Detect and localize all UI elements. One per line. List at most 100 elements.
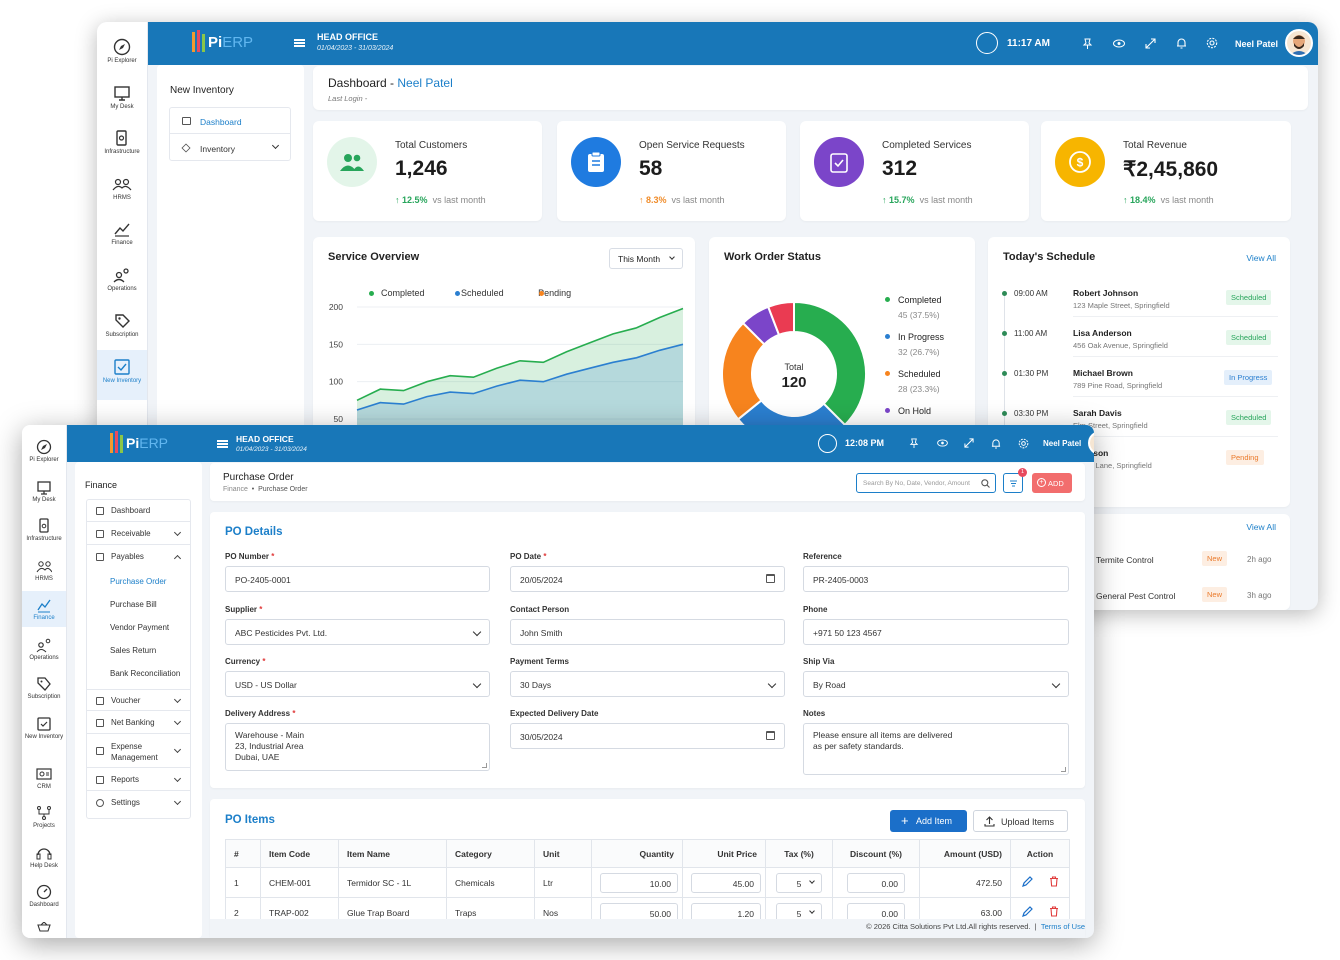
rail-compass[interactable]: Pi Explorer [22, 439, 66, 464]
quantity-input[interactable]: 10.00 [600, 872, 678, 893]
rail-hrms[interactable]: HRMS [97, 175, 147, 202]
recent-item-name[interactable]: Termite Control [1096, 555, 1154, 565]
rail-projects[interactable]: Projects [22, 805, 66, 830]
submenu-purchase-order[interactable]: Purchase Order [110, 577, 167, 586]
resize-handle-icon[interactable] [1061, 767, 1066, 772]
eye-icon[interactable] [935, 436, 949, 450]
submenu-bank-reconciliation[interactable]: Bank Reconciliation [110, 669, 181, 678]
search-input[interactable]: Search By No, Date, Vendor, Amount [856, 473, 996, 493]
menu-toggle-icon[interactable] [294, 39, 305, 47]
view-all-link[interactable]: View All [1246, 253, 1276, 263]
payment-terms-select[interactable]: 30 Days [510, 671, 785, 697]
menu-expense-management[interactable]: Expense Management [87, 735, 190, 768]
menu-payables[interactable]: Payables [87, 546, 190, 568]
pin-icon[interactable] [1080, 36, 1094, 50]
office-name[interactable]: HEAD OFFICE [317, 32, 379, 42]
rail-crm[interactable]: CRM [22, 766, 66, 791]
add-item-button[interactable]: + Add Item [890, 810, 967, 832]
gear-icon[interactable] [1205, 36, 1219, 50]
stat-card-customers[interactable]: Total Customers 1,246 ↑ 12.5% vs last mo… [313, 121, 542, 221]
search-icon[interactable] [981, 479, 990, 488]
menu-dashboard[interactable]: Dashboard [87, 500, 190, 522]
edit-icon[interactable] [1021, 906, 1033, 917]
terms-link[interactable]: Terms of Use [1040, 922, 1085, 931]
menu-voucher[interactable]: Voucher [87, 689, 190, 711]
bell-icon[interactable] [989, 436, 1003, 450]
rail-new-inventory[interactable]: New Inventory [97, 350, 147, 400]
delete-icon[interactable] [1049, 906, 1059, 917]
rail-pi-explorer[interactable]: Pi Explorer [97, 38, 147, 65]
bell-icon[interactable] [1174, 36, 1188, 50]
ship-via-select[interactable]: By Road [803, 671, 1069, 697]
menu-settings[interactable]: Settings [87, 792, 190, 814]
menu-receivable[interactable]: Receivable [87, 523, 190, 545]
rail-operations[interactable]: Operations [22, 637, 66, 662]
discount-input[interactable]: 0.00 [847, 872, 905, 893]
office-name[interactable]: HEAD OFFICE [236, 434, 294, 444]
menu-net-banking[interactable]: Net Banking [87, 712, 190, 734]
recent-item-time: 2h ago [1247, 555, 1272, 564]
po-number-input[interactable]: PO-2405-0001 [225, 566, 490, 592]
add-button[interactable]: + ADD [1032, 473, 1072, 493]
recent-item-name[interactable]: General Pest Control [1096, 591, 1176, 601]
table-row[interactable]: 1 CHEM-001 Termidor SC - 1L Chemicals Ltr 10.… [225, 867, 1070, 898]
donut-slice[interactable] [766, 300, 795, 337]
gear-icon[interactable] [1016, 436, 1030, 450]
rail-finance[interactable]: Finance [22, 591, 66, 627]
resize-handle-icon[interactable] [482, 763, 487, 768]
range-select[interactable]: This Month [609, 248, 683, 269]
submenu-sales-return[interactable]: Sales Return [110, 646, 157, 655]
phone-input[interactable]: +971 50 123 4567 [803, 619, 1069, 645]
donut-slice[interactable] [793, 300, 867, 427]
rail-more[interactable] [22, 922, 66, 932]
submenu-vendor-payment[interactable]: Vendor Payment [110, 623, 170, 632]
supplier-select[interactable]: ABC Pesticides Pvt. Ltd. [225, 619, 490, 645]
tax-select[interactable]: 5 [776, 872, 822, 893]
edit-icon[interactable] [1021, 876, 1033, 887]
rail-subscription[interactable]: Subscription [97, 312, 147, 339]
contact-person-input[interactable]: John Smith [510, 619, 785, 645]
menu-reports[interactable]: Reports [87, 769, 190, 791]
rail-finance[interactable]: Finance [97, 220, 147, 247]
stat-card-open-requests[interactable]: Open Service Requests 58 ↑ 8.3% vs last … [557, 121, 786, 221]
rail-operations[interactable]: Operations [97, 266, 147, 293]
stat-card-revenue[interactable]: $ Total Revenue ₹2,45,860 ↑ 18.4% vs las… [1041, 121, 1291, 221]
rail-dashboard[interactable]: Dashboard [22, 884, 66, 909]
series-area-completed [357, 308, 683, 459]
currency-select[interactable]: USD - US Dollar [225, 671, 490, 697]
user-name[interactable]: Neel Patel [1043, 439, 1082, 448]
rail-help-desk[interactable]: Help Desk [22, 845, 66, 870]
filter-button[interactable]: 1 [1003, 468, 1027, 493]
expected-delivery-date-input[interactable]: 30/05/2024 [510, 723, 785, 749]
stat-card-completed-services[interactable]: Completed Services 312 ↑ 15.7% vs last m… [800, 121, 1029, 221]
fullscreen-icon[interactable] [1143, 36, 1157, 50]
rail-infrastructure[interactable]: Infrastructure [22, 518, 66, 543]
notes-textarea[interactable]: Please ensure all items are delivered as … [803, 723, 1069, 775]
delete-icon[interactable] [1049, 876, 1059, 887]
avatar[interactable] [1285, 29, 1313, 57]
upload-items-button[interactable]: Upload Items [973, 810, 1068, 832]
po-date-input[interactable]: 20/05/2024 [510, 566, 785, 592]
submenu-dashboard[interactable]: Dashboard [170, 108, 290, 134]
calendar-icon[interactable] [766, 574, 775, 583]
view-all-link[interactable]: View All [1246, 522, 1276, 532]
user-name[interactable]: Neel Patel [1235, 39, 1279, 49]
delivery-address-textarea[interactable]: Warehouse - Main 23, Industrial Area Dubai… [225, 723, 490, 771]
rail-hrms[interactable]: HRMS [22, 558, 66, 583]
avatar[interactable] [1088, 431, 1094, 455]
reference-input[interactable]: PR-2405-0003 [803, 566, 1069, 592]
rail-subscription[interactable]: Subscription [22, 676, 66, 701]
rail-infrastructure[interactable]: Infrastructure [97, 129, 147, 156]
submenu-inventory[interactable]: Inventory [170, 135, 290, 161]
calendar-icon[interactable] [766, 731, 775, 740]
submenu-purchase-bill[interactable]: Purchase Bill [110, 600, 157, 609]
pin-icon[interactable] [907, 436, 921, 450]
inventory-icon [114, 359, 130, 375]
rail-desk[interactable]: My Desk [22, 479, 66, 504]
rail-inventory[interactable]: New Inventory [22, 716, 66, 741]
eye-icon[interactable] [1112, 36, 1126, 50]
rail-my-desk[interactable]: My Desk [97, 84, 147, 111]
fullscreen-icon[interactable] [962, 436, 976, 450]
unit-price-input[interactable]: 45.00 [691, 872, 761, 893]
menu-toggle-icon[interactable] [217, 440, 228, 448]
